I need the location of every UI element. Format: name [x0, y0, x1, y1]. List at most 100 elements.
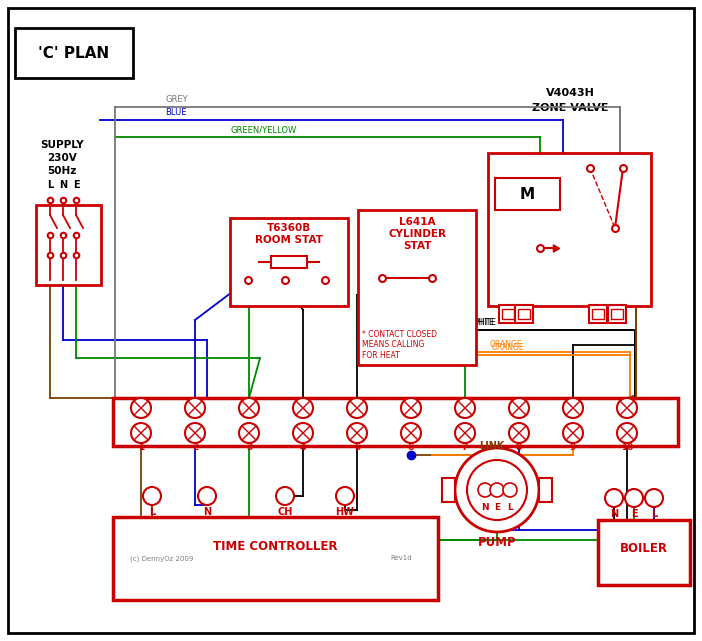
Text: 3: 3: [246, 442, 252, 451]
Circle shape: [276, 487, 294, 505]
Text: LINK: LINK: [479, 441, 505, 451]
Text: GREEN/YELLOW: GREEN/YELLOW: [230, 125, 296, 134]
Text: NC: NC: [626, 155, 638, 164]
Text: 7: 7: [462, 442, 468, 451]
Bar: [499, 305, 517, 323]
Bar: [230, 218, 348, 306]
Text: N: N: [59, 180, 67, 190]
Text: HW: HW: [336, 507, 355, 517]
Circle shape: [617, 423, 637, 443]
Bar: [495, 178, 560, 210]
Text: WHITE: WHITE: [472, 318, 497, 327]
Circle shape: [239, 398, 259, 418]
Text: BROWN: BROWN: [638, 255, 647, 285]
Circle shape: [467, 460, 527, 520]
Text: CYLINDER: CYLINDER: [388, 229, 446, 239]
Text: E: E: [494, 503, 500, 513]
Text: 230V: 230V: [47, 153, 77, 163]
Text: 4: 4: [300, 442, 306, 451]
Text: BOILER: BOILER: [620, 542, 668, 554]
Text: WHITE: WHITE: [470, 318, 495, 327]
Circle shape: [401, 423, 421, 443]
Bar: [589, 305, 607, 323]
Text: STAT: STAT: [403, 241, 431, 251]
Text: 1*: 1*: [371, 278, 383, 288]
Circle shape: [401, 398, 421, 418]
Circle shape: [617, 398, 637, 418]
Bar: [488, 153, 651, 306]
Bar: [515, 305, 533, 323]
Text: 'C' PLAN: 'C' PLAN: [39, 46, 110, 60]
Circle shape: [143, 487, 161, 505]
Circle shape: [347, 423, 367, 443]
Text: 1: 1: [138, 442, 144, 451]
Text: TIME CONTROLLER: TIME CONTROLLER: [213, 540, 337, 553]
Text: 6: 6: [408, 442, 414, 451]
Circle shape: [605, 489, 623, 507]
Text: ORANGE: ORANGE: [490, 340, 522, 349]
Circle shape: [198, 487, 216, 505]
Text: C: C: [619, 221, 625, 230]
Text: 3*: 3*: [316, 280, 326, 290]
Text: 5: 5: [354, 442, 360, 451]
Text: GREY: GREY: [165, 95, 187, 104]
Text: PUMP: PUMP: [477, 537, 516, 549]
Bar: [36, 205, 101, 285]
Bar: [113, 398, 678, 446]
Text: M: M: [519, 187, 534, 201]
Text: ORANGE: ORANGE: [492, 343, 524, 352]
Circle shape: [185, 398, 205, 418]
Bar: [442, 478, 455, 502]
Bar: [15, 28, 133, 78]
Text: T6360B: T6360B: [267, 223, 311, 233]
Bar: [608, 305, 626, 323]
Bar: [518, 309, 530, 319]
Circle shape: [645, 489, 663, 507]
Circle shape: [455, 423, 475, 443]
Circle shape: [347, 398, 367, 418]
Text: SUPPLY: SUPPLY: [40, 140, 84, 150]
Text: 2: 2: [241, 280, 247, 290]
Circle shape: [185, 423, 205, 443]
Text: 50Hz: 50Hz: [47, 166, 77, 176]
Text: V4043H: V4043H: [545, 88, 595, 98]
Circle shape: [455, 448, 539, 532]
Circle shape: [509, 423, 529, 443]
Circle shape: [239, 423, 259, 443]
Text: Rev1d: Rev1d: [390, 555, 411, 561]
Bar: [113, 517, 438, 600]
Text: N: N: [481, 503, 489, 513]
Circle shape: [131, 398, 151, 418]
Bar: [598, 520, 690, 585]
Text: 10: 10: [621, 442, 633, 451]
Circle shape: [336, 487, 354, 505]
Text: L: L: [651, 509, 657, 519]
Text: L: L: [47, 180, 53, 190]
Text: (c) DennyOz 2009: (c) DennyOz 2009: [130, 555, 193, 562]
Circle shape: [455, 398, 475, 418]
Text: ZONE VALVE: ZONE VALVE: [531, 103, 608, 113]
Bar: [611, 309, 623, 319]
Text: L: L: [507, 503, 513, 513]
Text: L: L: [149, 507, 155, 517]
Text: N: N: [203, 507, 211, 517]
Text: NO: NO: [578, 155, 591, 164]
Text: N: N: [610, 509, 618, 519]
Text: 9: 9: [570, 442, 576, 451]
Bar: [592, 309, 604, 319]
Bar: [358, 210, 476, 365]
Text: E: E: [73, 180, 79, 190]
Text: * CONTACT CLOSED
MEANS CALLING
FOR HEAT: * CONTACT CLOSED MEANS CALLING FOR HEAT: [362, 330, 437, 360]
Circle shape: [490, 483, 504, 497]
Circle shape: [478, 483, 492, 497]
Circle shape: [293, 423, 313, 443]
Text: 8: 8: [516, 442, 522, 451]
Circle shape: [293, 398, 313, 418]
Circle shape: [563, 423, 583, 443]
Text: ROOM STAT: ROOM STAT: [255, 235, 323, 245]
Circle shape: [131, 423, 151, 443]
Text: BLUE: BLUE: [165, 108, 187, 117]
Circle shape: [563, 398, 583, 418]
Circle shape: [625, 489, 643, 507]
Text: 2: 2: [192, 442, 198, 451]
